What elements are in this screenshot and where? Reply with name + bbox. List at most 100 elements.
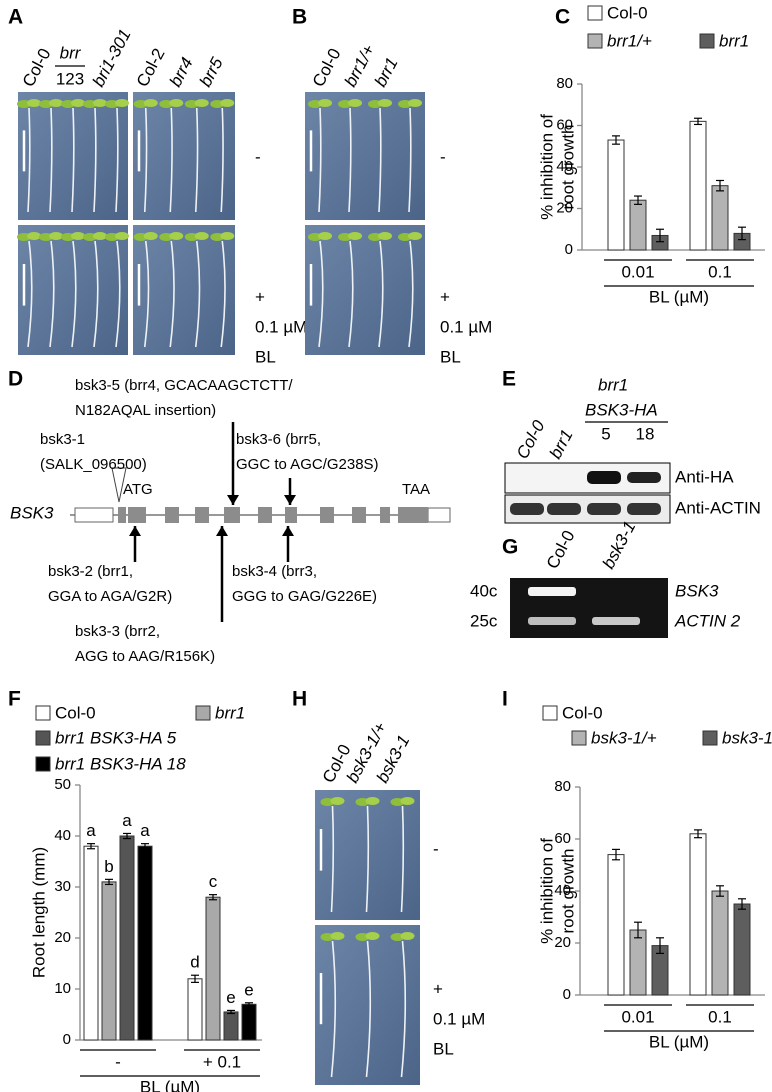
root bbox=[348, 107, 352, 213]
error-bar bbox=[738, 898, 746, 910]
y-tick-label: 0 bbox=[565, 241, 573, 258]
exon bbox=[285, 507, 297, 523]
significance-letter: d bbox=[190, 953, 199, 972]
label: 0.1 µM bbox=[440, 317, 492, 336]
x-tick-label: 0.1 bbox=[708, 262, 732, 281]
root bbox=[49, 107, 53, 213]
y-tick-label: 0 bbox=[563, 986, 571, 1003]
leaf bbox=[378, 232, 392, 240]
label: + bbox=[433, 979, 443, 998]
label: bsk3-3 (brr2, bbox=[75, 623, 160, 640]
leaf bbox=[49, 99, 63, 107]
bar bbox=[733, 903, 751, 996]
legend-label: bsk3-1 bbox=[722, 728, 772, 747]
label: 25c bbox=[470, 611, 498, 630]
y-tick-label: 40 bbox=[54, 827, 71, 844]
x-tick-label: 0.01 bbox=[621, 262, 654, 281]
leaf bbox=[169, 232, 184, 240]
significance-letter: a bbox=[86, 821, 96, 840]
label: - bbox=[433, 839, 439, 858]
legend-label: Col-0 bbox=[607, 3, 648, 22]
label: Col-0 bbox=[309, 45, 345, 90]
legend-label: brr1 BSK3-HA 18 bbox=[55, 754, 186, 773]
legend-swatch bbox=[702, 730, 718, 746]
photo bbox=[305, 92, 425, 220]
leaf bbox=[71, 232, 85, 240]
error-bar bbox=[245, 1002, 253, 1007]
y-tick-label: 10 bbox=[54, 980, 71, 997]
x-tick-label: 0.01 bbox=[621, 1007, 654, 1026]
bar bbox=[711, 890, 729, 996]
label: C bbox=[555, 6, 570, 29]
legend-swatch bbox=[35, 756, 51, 772]
photo bbox=[133, 92, 235, 220]
exon bbox=[128, 507, 146, 523]
label: brr bbox=[60, 43, 82, 62]
root bbox=[365, 805, 370, 913]
root bbox=[330, 940, 337, 1078]
legend-label: Col-0 bbox=[562, 703, 603, 722]
leaf bbox=[378, 99, 392, 107]
label: + bbox=[255, 287, 265, 306]
root bbox=[143, 107, 148, 213]
root bbox=[93, 107, 97, 213]
root bbox=[330, 805, 335, 913]
leaf bbox=[27, 99, 41, 107]
x-tick-label: - bbox=[115, 1052, 121, 1071]
label: bsk3-2 (brr1, bbox=[48, 563, 133, 580]
label: bsk3-4 (brr3, bbox=[232, 563, 317, 580]
y-axis-title: root growth bbox=[558, 124, 577, 209]
error-bar bbox=[227, 1009, 235, 1015]
label: bsk3-1 bbox=[40, 431, 85, 448]
label: I bbox=[502, 688, 508, 711]
legend-label: bsk3-1/+ bbox=[591, 728, 657, 747]
error-bar bbox=[656, 937, 664, 955]
root bbox=[408, 107, 412, 213]
bar bbox=[689, 833, 707, 996]
label: brr1 bbox=[598, 375, 628, 394]
label: Col-0 bbox=[543, 527, 579, 572]
y-axis-title: % inhibition of bbox=[537, 838, 556, 944]
label: ATG bbox=[123, 481, 153, 498]
band bbox=[510, 503, 544, 515]
label: F bbox=[8, 688, 21, 711]
label: BSK3 bbox=[10, 503, 54, 522]
label: G bbox=[502, 536, 518, 559]
leaf bbox=[115, 232, 129, 240]
error-bar bbox=[716, 179, 724, 192]
label: ACTIN 2 bbox=[674, 611, 741, 630]
legend-swatch bbox=[587, 5, 603, 21]
label: brr1 bbox=[546, 426, 577, 462]
legend-label: brr1/+ bbox=[607, 31, 652, 50]
root bbox=[115, 107, 119, 213]
error-bar bbox=[209, 894, 217, 901]
significance-letter: c bbox=[209, 872, 218, 891]
utr bbox=[427, 507, 451, 523]
label: D bbox=[8, 368, 23, 391]
label: E bbox=[502, 368, 516, 391]
exon bbox=[398, 507, 428, 523]
root bbox=[71, 107, 75, 213]
photo bbox=[305, 225, 425, 355]
exon bbox=[352, 507, 366, 523]
error-bar bbox=[694, 117, 702, 126]
label: GGG to GAG/G226E) bbox=[232, 588, 377, 605]
leaf bbox=[27, 232, 41, 240]
root bbox=[169, 240, 175, 348]
significance-letter: a bbox=[140, 821, 150, 840]
band bbox=[528, 587, 576, 596]
root bbox=[400, 805, 405, 913]
band bbox=[587, 471, 621, 484]
significance-letter: a bbox=[122, 811, 132, 830]
label: BSK3 bbox=[675, 581, 719, 600]
root bbox=[400, 940, 407, 1078]
significance-letter: e bbox=[226, 988, 235, 1007]
error-bar bbox=[191, 974, 199, 983]
leaf bbox=[348, 232, 362, 240]
label: 18 bbox=[636, 424, 655, 443]
label: GGC to AGC/G238S) bbox=[236, 456, 379, 473]
legend-swatch bbox=[35, 705, 51, 721]
error-bar bbox=[656, 228, 664, 243]
legend-label: brr1 BSK3-HA 5 bbox=[55, 728, 177, 747]
bar bbox=[607, 139, 625, 251]
